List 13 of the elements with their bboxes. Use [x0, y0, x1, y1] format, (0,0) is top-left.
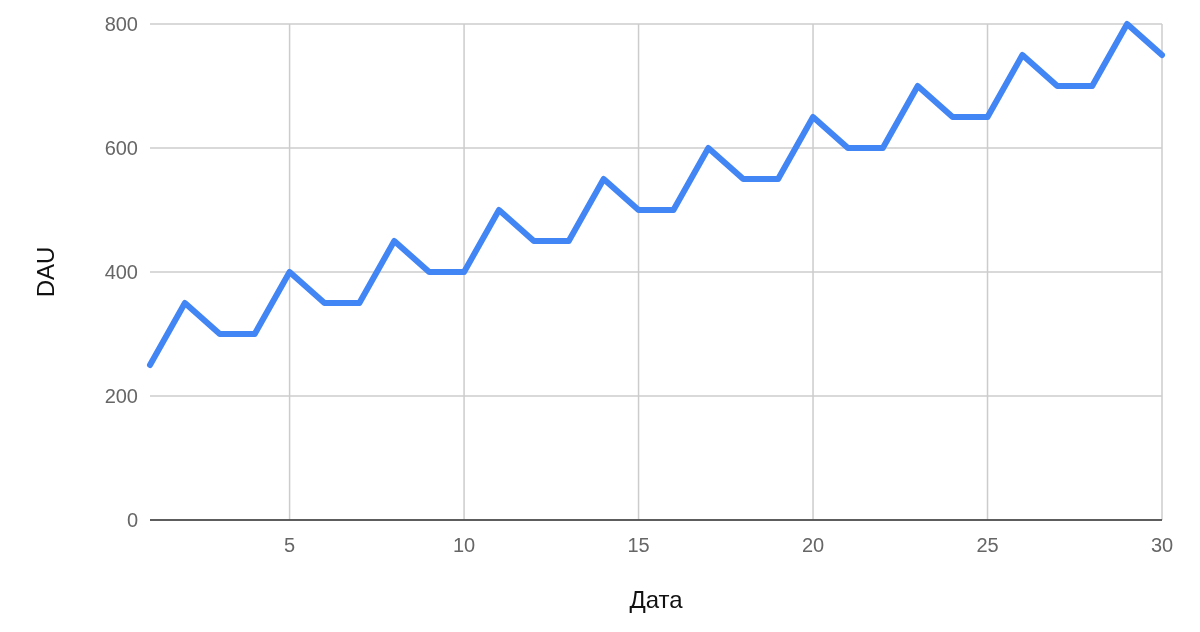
y-axis-title: DAU [32, 246, 59, 298]
x-tick-label: 30 [1150, 534, 1174, 556]
x-tick-label: 15 [627, 534, 650, 556]
x-tick-label: 5 [284, 534, 296, 556]
y-tick-label: 600 [104, 137, 138, 159]
x-tick-label: 25 [976, 534, 999, 556]
x-tick-label: 10 [452, 534, 476, 556]
x-axis-title: Дата [629, 586, 684, 613]
x-tick-label: 20 [801, 534, 825, 556]
y-tick-label: 200 [104, 385, 138, 407]
y-tick-label: 400 [104, 261, 138, 283]
y-tick-label: 800 [104, 13, 138, 35]
y-tick-label: 0 [126, 509, 138, 531]
